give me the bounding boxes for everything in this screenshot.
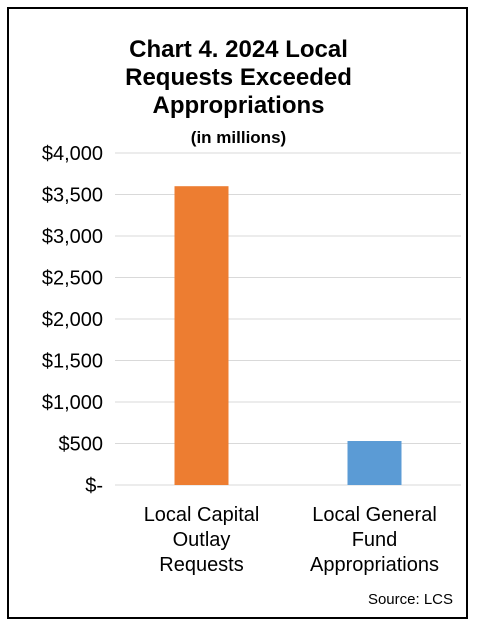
category-label-line: Appropriations xyxy=(310,554,439,576)
y-tick-label: $2,000 xyxy=(42,309,103,331)
y-tick-label: $4,000 xyxy=(42,143,103,165)
chart-frame xyxy=(7,7,468,619)
category-label-line: Local Capital xyxy=(143,504,260,526)
source-note: Source: LCS xyxy=(367,591,453,608)
chart-title: Chart 4. 2024 Local Requests Exceeded Ap… xyxy=(0,36,477,120)
category-label-line: Fund xyxy=(351,529,398,551)
chart-title-line-3: Appropriations xyxy=(152,92,325,119)
gridlines xyxy=(115,152,461,486)
y-tick-label: $3,000 xyxy=(42,226,103,248)
category-label-line: Outlay xyxy=(172,529,231,551)
bar-local-capital-outlay-requests xyxy=(174,186,229,485)
y-tick-label: $3,500 xyxy=(42,185,103,207)
chart-subtitle: (in millions) xyxy=(190,128,287,147)
y-tick-label: $1,500 xyxy=(42,351,103,373)
chart-title-line-1: Chart 4. 2024 Local xyxy=(129,36,348,63)
y-tick-label: $1,000 xyxy=(42,392,103,414)
category-label-line: Local General xyxy=(312,504,437,526)
chart-title-line-2: Requests Exceeded xyxy=(125,64,352,91)
y-tick-label: $- xyxy=(85,475,103,497)
y-tick-label: $500 xyxy=(59,434,104,456)
category-label-local-general-fund-appropriations: Local General Fund Appropriations xyxy=(290,503,460,578)
y-tick-label: $2,500 xyxy=(42,268,103,290)
bars xyxy=(174,186,402,485)
category-label-line: Requests xyxy=(159,554,244,576)
y-axis-ticks: $- $500 $1,000 $1,500 $2,000 $2,500 $3,000 $3,5… xyxy=(42,143,103,497)
category-label-local-capital-outlay-requests: Local Capital Outlay Requests xyxy=(117,503,287,578)
bar-local-general-fund-appropriations xyxy=(347,441,402,485)
